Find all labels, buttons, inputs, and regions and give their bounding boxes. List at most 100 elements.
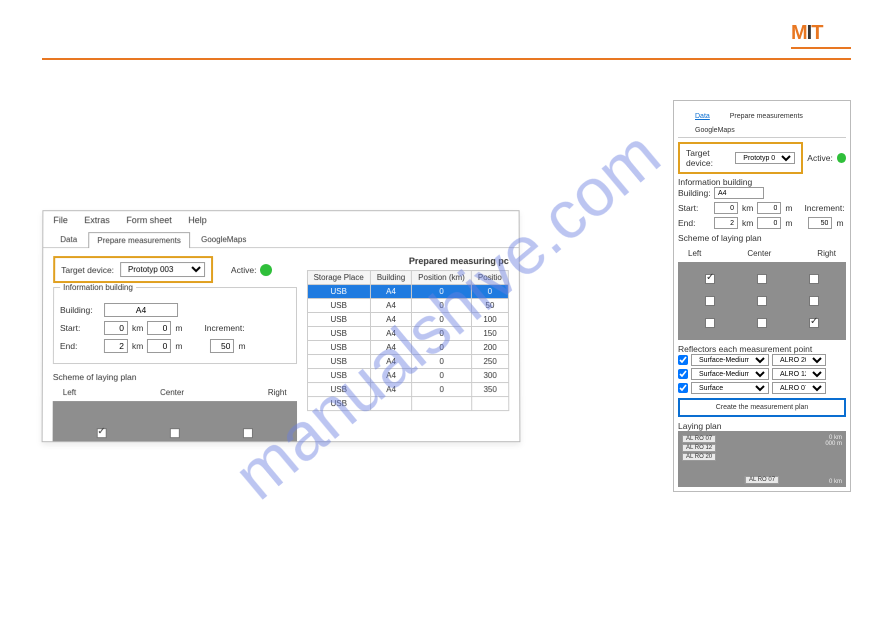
scheme-cb[interactable] <box>757 274 767 284</box>
laying-top-right: 0 km 000 m <box>825 435 842 447</box>
scheme-col-center: Center <box>160 388 184 397</box>
col-position[interactable]: Positio <box>471 271 508 285</box>
scheme-cb[interactable] <box>96 428 106 438</box>
info-building-group: Information building Building: Start: km… <box>53 287 297 364</box>
table-row[interactable]: USBA40100 <box>307 313 508 327</box>
brand-logo: MIT <box>791 22 851 49</box>
table-title: Prepared measuring pc <box>307 256 509 266</box>
start-m-input[interactable] <box>147 321 171 335</box>
scheme-cb[interactable] <box>809 296 819 306</box>
table-row[interactable]: USBA40200 <box>307 341 509 355</box>
tab-data-sm[interactable]: Data <box>686 109 719 123</box>
tab-data[interactable]: Data <box>51 231 86 247</box>
scheme-cb[interactable] <box>705 318 715 328</box>
table-row[interactable]: USBA400 <box>307 285 508 299</box>
menu-bar: File Extras Form sheet Help <box>43 211 518 227</box>
tab-prepare[interactable]: Prepare measurements <box>88 232 189 248</box>
scheme-cb[interactable] <box>809 318 819 328</box>
start-km-sm[interactable] <box>714 202 738 214</box>
increment-input-sm[interactable] <box>808 217 832 229</box>
tab-bar: Data Prepare measurements GoogleMaps <box>43 227 518 248</box>
table-row[interactable]: USBA4050 <box>307 299 508 313</box>
target-device-select-sm[interactable]: Prototyp 003 <box>735 152 795 164</box>
laying-tag: AL RO 07 <box>682 435 716 443</box>
end-km-input[interactable] <box>104 339 128 353</box>
table-row[interactable]: USBA40150 <box>307 326 508 340</box>
unit-km-1: km <box>132 323 143 333</box>
reflector-code-select[interactable]: ALRO 12 <box>772 368 826 380</box>
col-position-km[interactable]: Position (km) <box>412 271 472 285</box>
menu-extras[interactable]: Extras <box>84 215 110 225</box>
unit-m-2: m <box>175 341 182 351</box>
scheme-grid-left <box>52 401 296 442</box>
reflector-code-select[interactable]: ALRO 07 <box>772 382 826 394</box>
reflectors-legend: Reflectors each measurement point <box>678 344 846 354</box>
reflector-check[interactable] <box>678 383 688 393</box>
scheme-col-left: Left <box>63 388 76 397</box>
end-label: End: <box>60 341 100 351</box>
table-row[interactable]: USB <box>307 397 509 411</box>
reflector-check[interactable] <box>678 369 688 379</box>
create-plan-button[interactable]: Create the measurement plan <box>678 398 846 417</box>
reflector-check[interactable] <box>678 355 688 365</box>
logo-char-t: T <box>811 22 822 44</box>
start-label-sm: Start: <box>678 203 710 213</box>
col-building[interactable]: Building <box>370 271 411 285</box>
active-indicator-sm <box>837 153 846 163</box>
laying-bottom-right: 0 km <box>829 479 842 485</box>
scheme-legend: Scheme of laying plan <box>53 372 297 382</box>
unit-km-2: km <box>132 341 143 351</box>
menu-file[interactable]: File <box>53 215 68 225</box>
building-label-sm: Building: <box>678 188 710 198</box>
end-m-input[interactable] <box>147 339 171 353</box>
target-device-box: Target device: Prototyp 003 <box>53 256 213 283</box>
scheme-cb[interactable] <box>705 296 715 306</box>
info-legend: Information building <box>60 283 136 292</box>
measuring-table: Storage Place Building Position (km) Pos… <box>307 270 510 411</box>
scheme-cb[interactable] <box>705 274 715 284</box>
reflector-row: SurfaceALRO 07 <box>678 382 846 394</box>
table-row[interactable]: USBA40350 <box>307 383 509 397</box>
start-km-input[interactable] <box>104 321 128 335</box>
tab-prepare-sm[interactable]: Prepare measurements <box>721 109 812 123</box>
scheme-header-sm: Left Center Right <box>678 249 846 258</box>
target-device-box-sm: Target device: Prototyp 003 <box>678 142 803 174</box>
scheme-cb[interactable] <box>757 296 767 306</box>
scheme-cb[interactable] <box>243 428 253 438</box>
target-device-select[interactable]: Prototyp 003 <box>120 262 205 277</box>
info-legend-sm: Information building <box>678 177 846 187</box>
table-row[interactable]: USBA40250 <box>307 355 509 369</box>
start-m-sm[interactable] <box>757 202 781 214</box>
scheme-cb[interactable] <box>757 318 767 328</box>
active-label: Active: <box>231 265 257 275</box>
menu-help[interactable]: Help <box>188 215 206 225</box>
reflector-row: Surface-Medium-BiALRO 20 <box>678 354 846 366</box>
reflector-type-select[interactable]: Surface-Medium <box>691 368 769 380</box>
right-panel: Data Prepare measurements GoogleMaps Tar… <box>673 100 851 492</box>
increment-input[interactable] <box>210 339 234 353</box>
scheme-grid-right <box>678 262 846 340</box>
laying-tag: AL RO 12 <box>682 444 716 452</box>
end-label-sm: End: <box>678 218 710 228</box>
laying-plan-block: AL RO 07 AL RO 12 AL RO 20 0 km 000 m AL… <box>678 431 846 487</box>
tab-googlemaps-sm[interactable]: GoogleMaps <box>686 123 744 137</box>
scheme-cb[interactable] <box>170 428 180 438</box>
tab-googlemaps[interactable]: GoogleMaps <box>192 231 255 247</box>
end-m-sm[interactable] <box>757 217 781 229</box>
scheme-cb[interactable] <box>809 274 819 284</box>
scheme-header: Left Center Right <box>53 388 297 397</box>
target-label: Target device: <box>61 265 114 275</box>
reflector-row: Surface-MediumALRO 12 <box>678 368 846 380</box>
reflector-type-select[interactable]: Surface <box>691 382 769 394</box>
reflector-code-select[interactable]: ALRO 20 <box>772 354 826 366</box>
menu-formsheet[interactable]: Form sheet <box>126 215 171 225</box>
building-input[interactable] <box>104 303 178 317</box>
reflector-type-select[interactable]: Surface-Medium-Bi <box>691 354 769 366</box>
logo-char-m: M <box>791 22 807 44</box>
table-row[interactable]: USBA40300 <box>307 369 509 383</box>
start-label: Start: <box>60 323 100 333</box>
end-km-sm[interactable] <box>714 217 738 229</box>
col-storage[interactable]: Storage Place <box>307 271 370 285</box>
building-input-sm[interactable] <box>714 187 764 199</box>
building-label: Building: <box>60 305 100 315</box>
